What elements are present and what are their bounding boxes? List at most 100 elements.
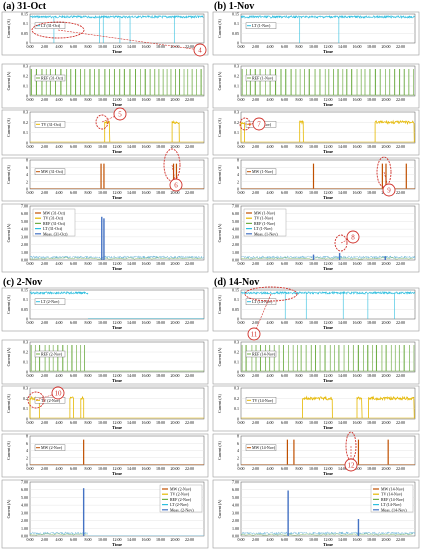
y-axis-label: Current (A): [6, 347, 11, 366]
y-tick-label: 0: [26, 141, 28, 146]
y-tick-label: 0.2: [234, 350, 239, 355]
x-tick-label: 2:00: [41, 261, 48, 266]
meas-spike: [357, 519, 360, 536]
y-tick-label: 4: [26, 172, 28, 177]
legend-label: TV (2-Nov): [170, 492, 190, 497]
y-tick-label: 0.1: [234, 21, 239, 26]
ref-cycle-bar: [179, 69, 181, 95]
x-axis-label: Time: [112, 471, 122, 476]
y-tick-label: 0: [237, 141, 239, 146]
ref-cycle-bar: [57, 345, 59, 371]
x-tick-label: 20:00: [170, 261, 179, 266]
callout-number-circle: [113, 107, 127, 121]
x-tick-label: 16:00: [352, 261, 361, 266]
callout-number-circle: [51, 386, 65, 400]
ref-cycle-bar: [352, 345, 354, 371]
device-legend-label: MW (1-Nov): [252, 169, 274, 174]
x-tick-label: 4:00: [266, 261, 273, 266]
x-tick-label: 22:00: [396, 97, 405, 102]
device-legend-box: [245, 350, 277, 358]
x-axis-label: Time: [112, 102, 122, 107]
x-tick-label: 8:00: [295, 466, 302, 471]
y-tick-label: 2.00: [21, 242, 28, 247]
x-tick-label: 18:00: [367, 320, 376, 325]
x-tick-label: 22:00: [396, 144, 405, 149]
x-tick-label: 8:00: [84, 537, 91, 542]
y-axis-label: Current (A): [217, 347, 222, 366]
x-tick-label: 6:00: [281, 44, 288, 49]
device-legend-label: TV (14-Nov): [252, 398, 274, 403]
x-tick-label: 14:00: [338, 466, 347, 471]
x-tick-label: 16:00: [352, 190, 361, 195]
ref-cycle-bar: [175, 69, 176, 95]
y-tick-label: 7.00: [21, 204, 28, 209]
x-tick-label: 4:00: [266, 537, 273, 542]
x-tick-label: 8:00: [295, 373, 302, 378]
x-tick-label: 22:00: [185, 373, 194, 378]
x-tick-label: 6:00: [70, 537, 77, 542]
callout-leader: [253, 293, 272, 335]
subplot-all: 7.00 6.00 5.00 4.00 3.00 2.00 1.00 0.00 Current …: [1, 204, 209, 273]
x-tick-label: 22:00: [185, 44, 194, 49]
x-tick-label: 18:00: [367, 97, 376, 102]
ref-cycle-bar: [328, 69, 330, 95]
y-tick-label: 1.00: [232, 250, 239, 255]
ref-cycle-bar: [285, 69, 287, 95]
ref-cycle-bar: [84, 69, 86, 95]
y-tick-label: 0: [237, 317, 239, 322]
ref-cycle-bar: [374, 69, 376, 95]
x-tick-label: 0:00: [26, 44, 33, 49]
ref-cycle-bar: [140, 69, 141, 95]
subplot-ref: 0.3 0.2 0.1 0 Current (A) 0:00 2:00 4:00 6:00 8:0…: [212, 340, 420, 385]
tv-on-period: [299, 120, 304, 143]
x-tick-label: 8:00: [84, 373, 91, 378]
y-tick-label: 0.3: [23, 110, 28, 115]
y-tick-label: 8: [237, 434, 239, 439]
x-tick-label: 10:00: [309, 537, 318, 542]
x-tick-label: 0:00: [237, 190, 244, 195]
y-tick-label: 6: [26, 165, 28, 170]
x-tick-label: 2:00: [41, 97, 48, 102]
y-tick-label: 7.00: [232, 204, 239, 209]
ref-cycle-bar: [104, 69, 106, 95]
x-tick-label: 0:00: [237, 44, 244, 49]
x-tick-label: 0:00: [237, 373, 244, 378]
x-tick-label: 20:00: [381, 373, 390, 378]
x-tick-label: 14:00: [127, 190, 136, 195]
x-tick-label: 6:00: [281, 97, 288, 102]
x-tick-label: 2:00: [41, 144, 48, 149]
x-tick-label: 16:00: [352, 420, 361, 425]
y-tick-label: 0.1: [234, 360, 239, 365]
x-tick-label: 4:00: [55, 320, 62, 325]
ref-cycle-bar: [98, 69, 100, 95]
x-tick-label: 20:00: [170, 537, 179, 542]
x-tick-label: 0:00: [26, 144, 33, 149]
x-tick-label: 16:00: [141, 420, 150, 425]
y-tick-label: 0.2: [23, 120, 28, 125]
ref-cycle-bar: [398, 345, 400, 371]
y-axis-label: Current (A): [6, 393, 11, 412]
x-tick-label: 0:00: [237, 466, 244, 471]
ref-cycle-bar: [290, 69, 292, 95]
x-tick-label: 8:00: [295, 190, 302, 195]
x-axis-label: Time: [323, 378, 333, 383]
ref-cycle-bar: [278, 345, 280, 371]
ref-cycle-bar: [356, 69, 358, 95]
meas-spike: [312, 254, 315, 260]
legend-label: MW (31-Oct): [43, 211, 66, 216]
ref-cycle-bar: [390, 345, 392, 371]
legend-label: LT (1-Nov): [254, 226, 273, 231]
x-tick-label: 20:00: [170, 144, 179, 149]
x-axis-label: Time: [323, 195, 333, 200]
y-axis-label: Current (A): [217, 223, 222, 242]
ref-cycle-bar: [71, 345, 73, 371]
subplot-lt: 0.15 0.1 0.05 0 Current (A) 0:00 2:00 4:00 6:00 8…: [1, 288, 209, 332]
y-tick-label: 0.1: [234, 406, 239, 411]
x-tick-label: 14:00: [338, 537, 347, 542]
ref-cycle-bar: [35, 69, 37, 95]
y-tick-label: 0.00: [232, 258, 239, 263]
y-tick-label: 0: [26, 417, 28, 422]
meas-spike: [287, 490, 289, 536]
